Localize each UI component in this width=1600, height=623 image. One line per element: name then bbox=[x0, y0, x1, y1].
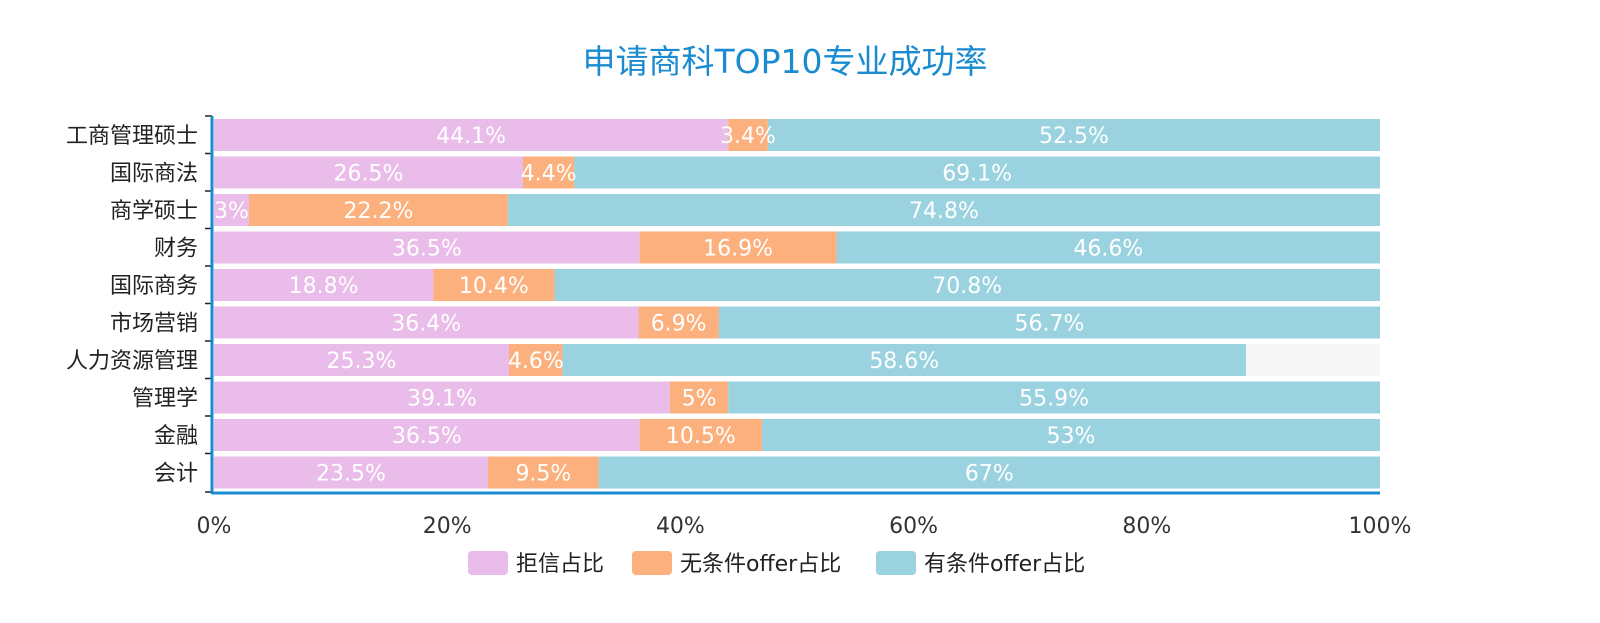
category-label: 商学硕士 bbox=[110, 199, 198, 224]
chart-title: 申请商科TOP10专业成功率 bbox=[582, 42, 987, 81]
bar-segment bbox=[562, 344, 1246, 376]
bar-segment bbox=[767, 119, 1380, 151]
x-tick-label: 40% bbox=[656, 514, 705, 539]
bar-segment bbox=[639, 419, 763, 451]
legend-label: 无条件offer占比 bbox=[680, 552, 841, 577]
bar-segment bbox=[508, 344, 563, 376]
bar-data-label: 10.4% bbox=[459, 274, 529, 299]
bar-segment bbox=[214, 419, 640, 451]
bar-data-label: 26.5% bbox=[334, 162, 404, 187]
bar-data-label: 6.9% bbox=[651, 312, 707, 337]
bar-data-label: 44.1% bbox=[436, 124, 506, 149]
bar-data-label: 69.1% bbox=[942, 162, 1012, 187]
category-label: 国际商法 bbox=[110, 162, 198, 187]
bar-segment bbox=[728, 381, 1380, 414]
category-label: 工商管理硕士 bbox=[66, 124, 198, 149]
bar-data-label: 56.7% bbox=[1014, 312, 1084, 337]
bar-data-label: 10.5% bbox=[666, 424, 736, 449]
bar-segment bbox=[214, 269, 434, 301]
legend-label: 有条件offer占比 bbox=[924, 552, 1085, 577]
bar-data-label: 22.2% bbox=[343, 199, 413, 224]
category-label: 金融 bbox=[154, 424, 198, 449]
bar-data-label: 4.6% bbox=[508, 349, 564, 374]
legend: 拒信占比 无条件offer占比 有条件offer占比 bbox=[468, 551, 1085, 577]
bar-segment bbox=[214, 456, 489, 489]
bar-segment bbox=[639, 231, 837, 264]
bar-segments bbox=[214, 119, 1380, 489]
category-label: 管理学 bbox=[132, 387, 198, 412]
bar-segment bbox=[522, 156, 575, 189]
axes bbox=[205, 115, 1380, 495]
bar-data-label: 74.8% bbox=[909, 199, 979, 224]
bar-data-label: 55.9% bbox=[1019, 387, 1089, 412]
legend-label: 拒信占比 bbox=[516, 552, 604, 577]
bar-segment bbox=[214, 344, 509, 376]
bar-segment bbox=[433, 269, 555, 301]
bar-data-label: 36.5% bbox=[392, 237, 462, 262]
bar-data-label: 5% bbox=[682, 387, 717, 412]
bar-segment bbox=[638, 306, 719, 339]
bar-data-label: 4.4% bbox=[521, 162, 577, 187]
bar-data-label: 70.8% bbox=[932, 274, 1002, 299]
bar-data-label: 25.3% bbox=[327, 349, 397, 374]
x-tick-labels: 0% 20% 40% 60% 80% 100% bbox=[197, 514, 1412, 539]
category-label: 人力资源管理 bbox=[66, 349, 198, 374]
bar-data-label: 39.1% bbox=[407, 387, 477, 412]
category-label: 财务 bbox=[154, 237, 198, 262]
bar-segment bbox=[598, 456, 1380, 489]
bar-segment bbox=[669, 381, 729, 414]
bar-data-label: 67% bbox=[965, 462, 1014, 487]
bar-segment bbox=[836, 231, 1380, 264]
bar-segment bbox=[214, 194, 249, 226]
bar-data-label: 58.6% bbox=[869, 349, 939, 374]
x-tick-label: 60% bbox=[889, 514, 938, 539]
bar-data-label: 3% bbox=[214, 199, 249, 224]
bar-data-label: 46.6% bbox=[1073, 237, 1143, 262]
category-label: 国际商务 bbox=[110, 274, 198, 299]
bar-segment bbox=[718, 306, 1380, 339]
bar-data-label: 23.5% bbox=[316, 462, 386, 487]
bar-segment bbox=[214, 156, 523, 189]
bar-data-label: 9.5% bbox=[515, 462, 571, 487]
bar-data-label: 3.4% bbox=[720, 124, 776, 149]
bar-segment bbox=[248, 194, 508, 226]
bar-segment bbox=[488, 456, 599, 489]
bar-data-label: 52.5% bbox=[1039, 124, 1109, 149]
legend-swatch bbox=[876, 551, 916, 575]
bar-data-label: 16.9% bbox=[703, 237, 773, 262]
category-label: 会计 bbox=[154, 462, 198, 487]
bar-segment bbox=[728, 119, 768, 151]
bar-data-label: 36.4% bbox=[391, 312, 461, 337]
x-tick-label: 100% bbox=[1349, 514, 1412, 539]
bar-segment bbox=[554, 269, 1380, 301]
x-tick-label: 80% bbox=[1122, 514, 1171, 539]
bar-segment bbox=[214, 119, 729, 151]
x-tick-label: 20% bbox=[423, 514, 472, 539]
bar-segment bbox=[507, 194, 1380, 226]
category-label: 市场营销 bbox=[110, 312, 198, 337]
x-tick-label: 0% bbox=[197, 514, 232, 539]
bar-data-label: 53% bbox=[1047, 424, 1096, 449]
bar-segment bbox=[214, 381, 670, 414]
bar-data-label: 36.5% bbox=[392, 424, 462, 449]
bar-segment bbox=[214, 231, 640, 264]
legend-swatch bbox=[468, 551, 508, 575]
legend-swatch bbox=[632, 551, 672, 575]
bar-segment bbox=[762, 419, 1380, 451]
bar-segment bbox=[574, 156, 1380, 189]
bar-data-labels: 44.1% 3.4% 52.5% 26.5% 4.4% 69.1% 3% 22.2% 74.8%… bbox=[214, 124, 1143, 487]
bar-data-label: 18.8% bbox=[289, 274, 359, 299]
bar-segment bbox=[214, 306, 639, 339]
